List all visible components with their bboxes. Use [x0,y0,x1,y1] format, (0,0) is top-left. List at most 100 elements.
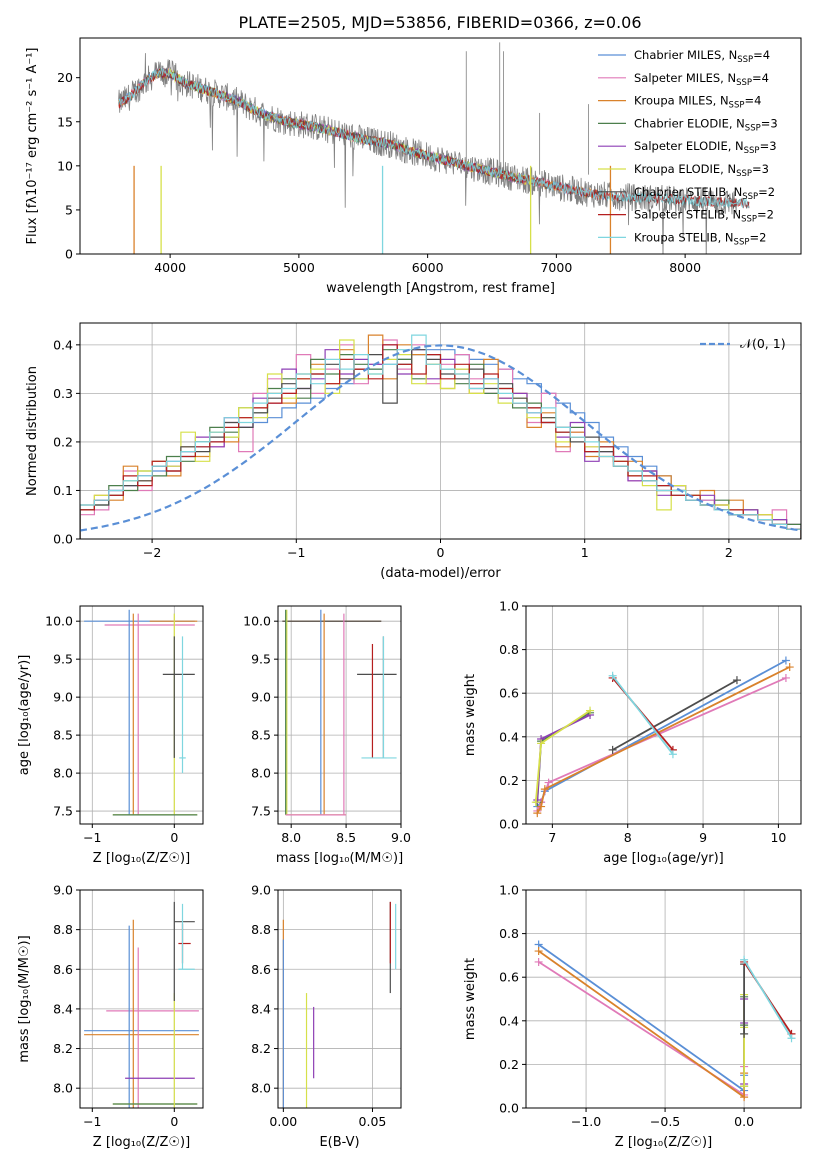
figure-title: PLATE=2505, MJD=53856, FIBERID=0366, z=0… [238,13,641,32]
chart-mass-weight-vs-age: 7 8 9 10 0.0 0.2 0.4 0.6 0.8 1.0 age [log₁₀(age/yr… [463,599,802,866]
legend-suffix: =2 [757,208,774,222]
y-tick-label: 9.5 [53,652,73,667]
point-marker [732,676,741,685]
y-tick-label: 7.5 [53,804,73,819]
errorbar [173,901,195,1001]
legend-suffix: =4 [752,71,769,85]
y-tick-label: 1.0 [499,883,519,898]
legend-text: Salpeter ELODIE, N [634,139,744,153]
x-tick-label: 2 [725,545,733,560]
y-axis-label: age [log₁₀(age/yr)] [17,655,32,776]
x-axis-label: Z [log₁₀(Z/Z☉)] [93,851,190,866]
series-kroupa-elodie [531,706,595,807]
chart-spectrum: 4000 5000 6000 7000 8000 0 5 10 15 20 wavelength [… [25,37,802,296]
y-tick-label: 9.5 [251,652,271,667]
plot-area [84,901,199,1108]
legend-text: Salpeter MILES, N [634,71,736,85]
legend-subscript: SSP [734,237,750,247]
series-line [536,666,791,814]
x-tick-label: 8 [624,830,632,845]
legend-suffix: =2 [758,185,775,199]
legend: 𝒩(0, 1) [700,336,786,351]
series-line [612,679,738,751]
axes-frame [277,605,402,825]
legend-subscript: SSP [742,192,758,202]
legend-subscript: SSP [736,169,752,179]
series-kroupa-miles [533,663,794,818]
y-tick-label: 0.4 [499,729,519,744]
y-tick-label: 0.1 [53,483,73,498]
legend-subscript: SSP [737,55,753,65]
y-tick-label: 0.0 [53,532,73,547]
legend-text: Kroupa STELIB, N [634,230,734,244]
point-marker [531,798,540,807]
plot-area [118,42,750,254]
y-tick-label: 8.8 [251,922,271,937]
x-tick-label: 7000 [540,260,572,275]
y-tick-label: 8.4 [251,1001,271,1016]
legend-subscript: SSP [736,78,752,88]
y-tick-label: 0.2 [499,1057,519,1072]
point-marker [785,663,794,672]
spectrum-line-kroupa-stelib [118,67,750,209]
axes-frame [525,605,802,825]
y-tick-label: 1.0 [499,599,519,614]
errorbar [162,636,195,758]
axes-frame [525,889,802,1109]
plot-area [282,901,397,1108]
y-tick-label: 9.0 [53,883,73,898]
point-marker [534,957,543,966]
legend-suffix: =4 [753,48,770,62]
y-tick-label: 0.3 [53,386,73,401]
x-tick-label: −1 [83,1114,101,1129]
series-kroupa-stelib [740,955,796,1043]
point-marker [537,802,546,811]
legend-subscript: SSP [745,123,761,133]
legend-text: Salpeter STELIB, N [634,208,741,222]
legend-label: Kroupa MILES, NSSP=4 [634,94,761,111]
y-axis-label: Normed distribution [25,366,40,496]
point-marker [740,1082,749,1091]
point-marker [740,1093,749,1102]
legend-text: Chabrier ELODIE, N [634,116,745,130]
plot-area [282,609,397,816]
legend-label: Salpeter STELIB, NSSP=2 [634,208,774,225]
y-tick-label: 0.6 [499,970,519,985]
y-tick-label: 0.4 [53,337,73,352]
y-tick-label: 15 [57,114,73,129]
chart-mass-weight-vs-Z: −1.0 −0.5 0.0 0.0 0.2 0.4 0.6 0.8 1.0 Z [log₁₀(Z/… [463,883,802,1150]
x-axis-label: wavelength [Angstrom, rest frame] [326,281,555,296]
x-tick-label: −0.5 [650,1114,680,1129]
gaussian-curve [80,344,801,532]
series-line [611,675,674,755]
y-tick-label: 10.0 [45,614,73,629]
x-tick-label: 8.0 [281,830,301,845]
y-axis-label: mass weight [463,958,478,1040]
legend-label: Kroupa STELIB, NSSP=2 [634,230,766,247]
y-tick-label: 0.8 [499,642,519,657]
legend-label: Kroupa ELODIE, NSSP=3 [634,162,769,179]
y-tick-label: 0.0 [499,817,519,832]
legend-text: Chabrier MILES, N [634,48,737,62]
chart-mass-vs-Z: −1 0 8.0 8.2 8.4 8.6 8.8 9.0 Z [log₁₀(Z/Z☉)] mass… [17,883,204,1150]
y-tick-label: 8.5 [53,728,73,743]
x-axis-label: (data-model)/error [380,566,501,581]
x-tick-label: 8000 [669,260,701,275]
x-axis-label: Z [log₁₀(Z/Z☉)] [615,1135,712,1150]
plot-area [80,334,801,539]
series-salpeter-miles [533,673,790,815]
legend-suffix: =4 [744,94,761,108]
chart-age-vs-mass: 8.0 8.5 9.0 7.5 8.0 8.5 9.0 9.5 10.0 mass [log₁₀(… [243,605,411,866]
legend-suffix: =3 [760,139,777,153]
y-tick-label: 8.6 [53,962,73,977]
axes-frame [277,889,402,1109]
y-tick-label: 8.2 [53,1041,73,1056]
series-line [538,943,745,1093]
axes-frame [79,889,204,1109]
legend-label: Salpeter ELODIE, NSSP=3 [634,139,777,156]
x-tick-label: 0.00 [269,1114,297,1129]
legend-subscript: SSP [729,101,745,111]
chart-mass-vs-EBV: 0.00 0.05 8.0 8.2 8.4 8.6 8.8 9.0 E(B-V) [251,883,402,1150]
